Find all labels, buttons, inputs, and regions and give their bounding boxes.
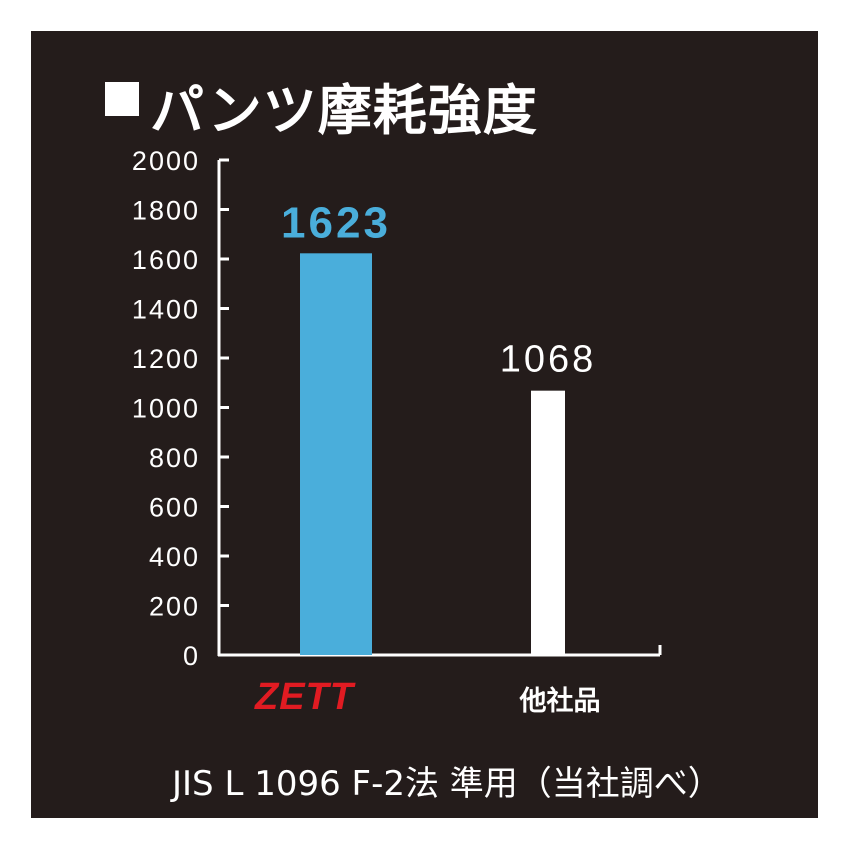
title-bullet-icon — [105, 82, 139, 116]
bar-competitor — [531, 390, 565, 655]
y-tick-label: 2000 — [132, 146, 200, 176]
bar-value-label: 1068 — [500, 339, 597, 381]
chart-panel — [31, 31, 818, 818]
test-method-note: JIS L 1096 F-2法 準用（当社調べ） — [172, 764, 722, 804]
category-label: 他社品 — [519, 685, 601, 717]
y-tick-label: 600 — [149, 493, 200, 523]
y-tick-label: 1200 — [132, 344, 200, 374]
bar-value-label: 1623 — [281, 198, 391, 247]
y-tick-label: 1800 — [132, 196, 200, 226]
y-tick-label: 0 — [183, 641, 200, 671]
y-tick-label: 1000 — [132, 394, 200, 424]
y-tick-label: 1600 — [132, 245, 200, 275]
bar-zett — [300, 253, 372, 655]
chart-title: パンツ摩耗強度 — [150, 79, 538, 142]
y-tick-label: 800 — [149, 443, 200, 473]
y-tick-label: 400 — [149, 542, 200, 572]
zett-logo: ZETT — [255, 676, 354, 718]
y-tick-label: 1400 — [132, 295, 200, 325]
y-tick-label: 200 — [149, 592, 200, 622]
